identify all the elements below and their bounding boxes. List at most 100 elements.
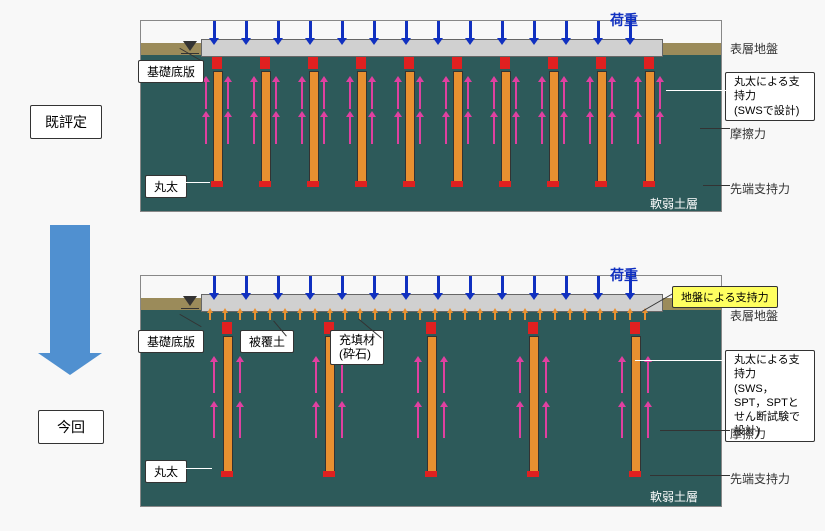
load-arrow-icon [597,276,600,294]
ground-support-arrow-icon [344,312,346,320]
friction-arrow-icon [213,361,215,393]
ground-support-arrow-icon [539,312,541,320]
ground-support-arrow-icon [644,312,646,320]
label-friction: 摩擦力 [730,125,766,142]
friction-arrow-icon [637,81,639,109]
label-friction: 摩擦力 [730,425,766,442]
load-arrow-icon [405,21,408,39]
friction-arrow-icon [589,81,591,109]
friction-arrow-icon [371,116,373,144]
log-pile [549,71,559,183]
ground-support-arrow-icon [209,312,211,320]
load-arrow-icon [277,276,280,294]
ground-support-arrow-icon [419,312,421,320]
friction-arrow-icon [315,406,317,438]
friction-arrow-icon [467,116,469,144]
label-current: 今回 [38,410,104,444]
ground-support-arrow-icon [449,312,451,320]
leader-line [635,360,725,361]
friction-arrow-icon [417,361,419,393]
friction-arrow-icon [341,406,343,438]
leader-line [660,430,730,431]
label-tip: 先端支持力 [730,180,790,197]
leader-line [700,128,730,129]
ground-support-arrow-icon [374,312,376,320]
log-pile [213,71,223,183]
label-soft-soil: 軟弱土層 [650,195,698,212]
friction-arrow-icon [275,116,277,144]
friction-arrow-icon [213,406,215,438]
label-previous: 既評定 [30,105,102,139]
friction-arrow-icon [541,81,543,109]
pile-top [630,322,640,334]
friction-arrow-icon [545,361,547,393]
pile-top [452,57,462,69]
friction-arrow-icon [227,116,229,144]
label-fill: 充填材 (砕石) [330,330,384,365]
pile-tip [355,181,367,187]
load-arrow-icon [341,21,344,39]
label-soft-soil: 軟弱土層 [650,488,698,505]
ground-support-arrow-icon [269,312,271,320]
pile-tip [221,471,233,477]
load-arrow-icon [469,21,472,39]
water-line [181,308,199,309]
pile-top [260,57,270,69]
friction-arrow-icon [563,81,565,109]
friction-arrow-icon [349,81,351,109]
log-pile [597,71,607,183]
ground-support-arrow-icon [599,312,601,320]
friction-arrow-icon [419,81,421,109]
friction-arrow-icon [417,406,419,438]
label-load: 荷重 [610,265,638,285]
log-pile [427,336,437,473]
friction-arrow-icon [589,116,591,144]
pile-top [644,57,654,69]
label-base: 基礎底版 [138,60,204,83]
friction-arrow-icon [445,116,447,144]
load-arrow-icon [533,276,536,294]
ground-support-arrow-icon [584,312,586,320]
load-arrow-icon [309,276,312,294]
ground-support-arrow-icon [464,312,466,320]
panel-previous [140,20,722,212]
load-arrow-icon [501,21,504,39]
load-arrow-icon [565,21,568,39]
ground-support-arrow-icon [479,312,481,320]
transition-arrow-icon [50,225,90,355]
pile-tip [527,471,539,477]
load-arrow-icon [245,276,248,294]
load-arrow-icon [597,21,600,39]
water-triangle-icon [183,41,197,51]
load-arrow-icon [437,21,440,39]
label-load: 荷重 [610,10,638,30]
pile-tip [425,471,437,477]
load-arrow-icon [533,21,536,39]
pile-top [308,57,318,69]
friction-arrow-icon [515,116,517,144]
friction-arrow-icon [397,81,399,109]
ground-support-arrow-icon [404,312,406,320]
friction-arrow-icon [301,116,303,144]
friction-arrow-icon [275,81,277,109]
load-arrow-icon [277,21,280,39]
pile-tip [499,181,511,187]
ground-support-arrow-icon [329,312,331,320]
pile-top [426,322,436,334]
label-maruta: 丸太 [145,460,187,483]
label-ground-support: 地盤による支持力 [672,286,778,308]
friction-arrow-icon [239,406,241,438]
panel-current [140,275,722,507]
leader-line [650,475,730,476]
friction-arrow-icon [253,116,255,144]
friction-arrow-icon [541,116,543,144]
label-surface: 表層地盤 [730,40,778,57]
log-pile [261,71,271,183]
load-arrow-icon [437,276,440,294]
load-arrow-icon [469,276,472,294]
log-pile [529,336,539,473]
friction-arrow-icon [515,81,517,109]
pile-tip [451,181,463,187]
friction-arrow-icon [659,116,661,144]
leader-line [703,185,730,186]
